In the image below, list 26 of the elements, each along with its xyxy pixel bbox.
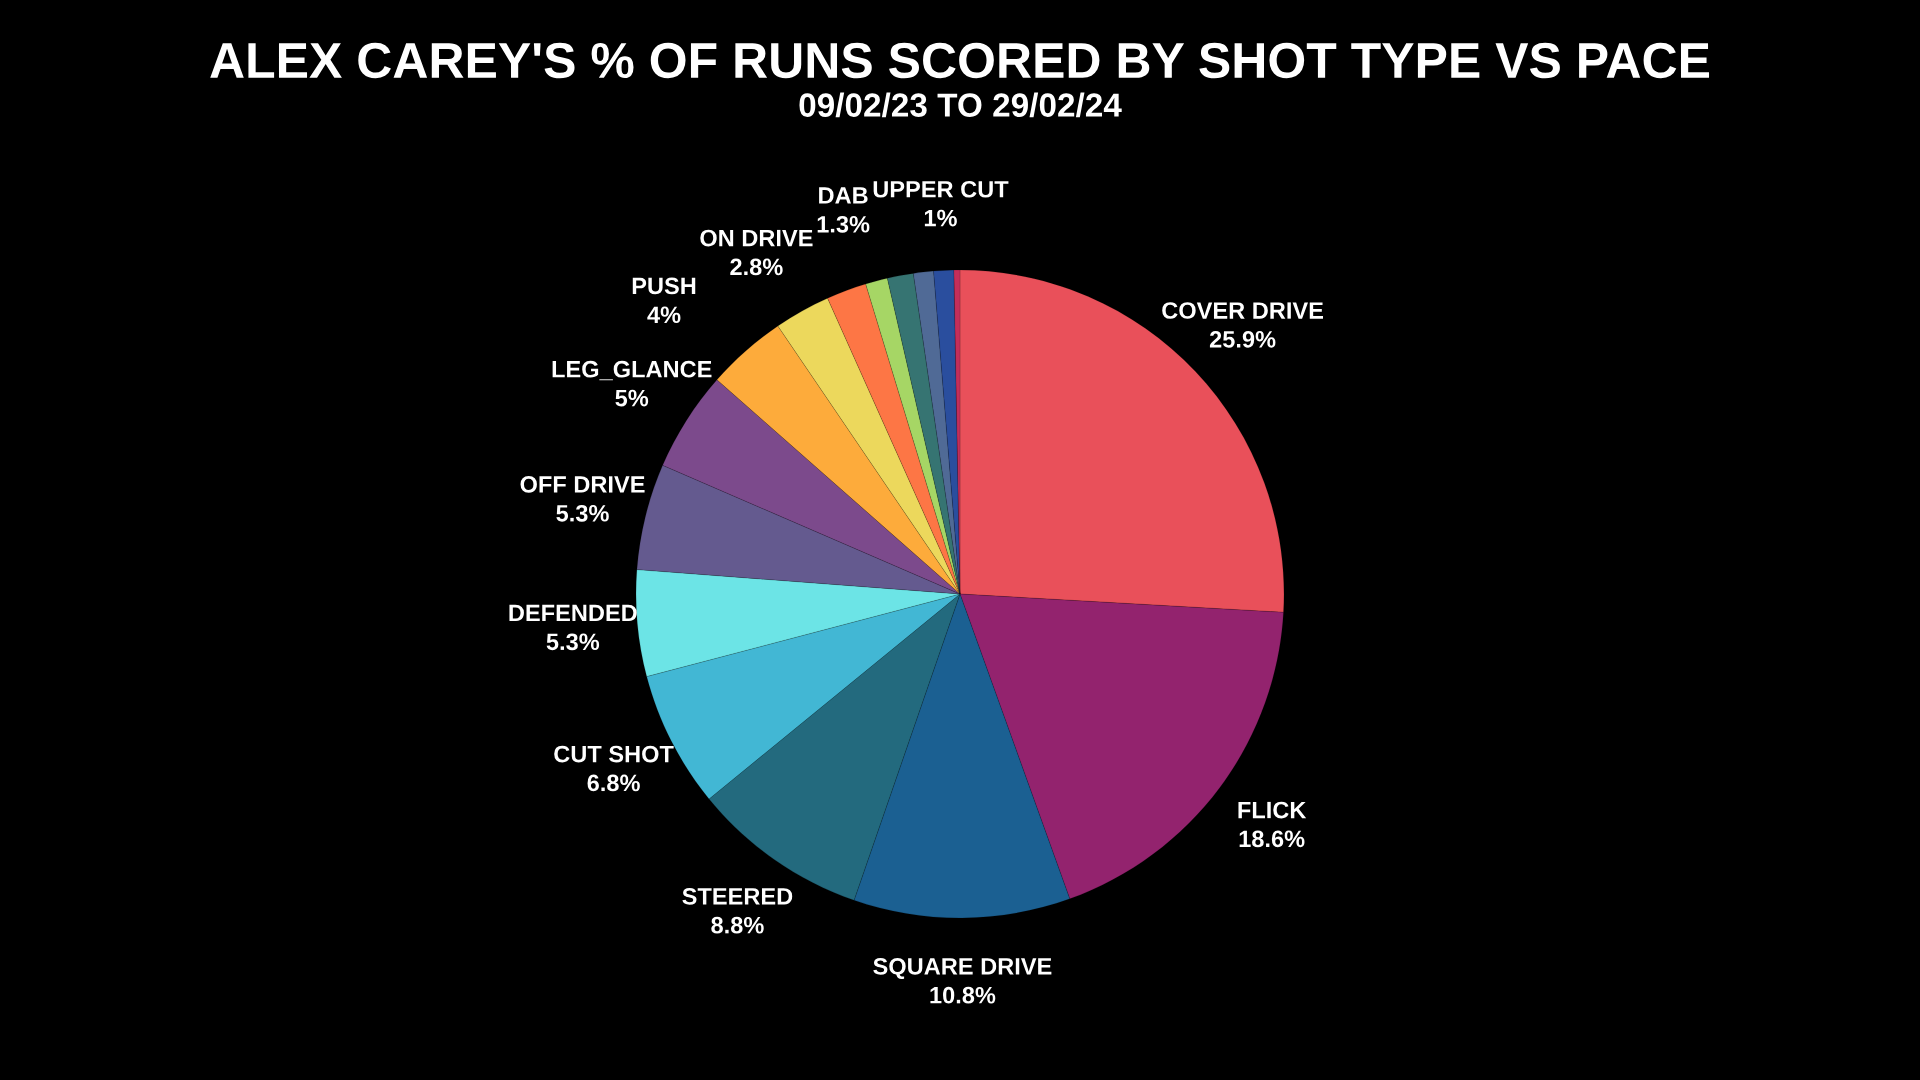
- slice-label: OFF DRIVE: [520, 476, 645, 493]
- data-label: 6.8%: [587, 774, 640, 792]
- data-label: 1.3%: [817, 215, 870, 233]
- data-label: 10.8%: [930, 986, 996, 1004]
- chart-subtitle: 09/02/23 TO 29/02/24: [799, 92, 1122, 118]
- data-label: 8.8%: [711, 916, 764, 934]
- slice-label: UPPER CUT: [873, 180, 1009, 198]
- slice-label: CUT SHOT: [554, 745, 674, 763]
- slice-label: DEFENDED: [509, 604, 637, 622]
- data-label: 2.8%: [730, 258, 783, 276]
- slice-label: SQUARE DRIVE: [873, 957, 1052, 980]
- chart-title: ALEX CAREY'S % OF RUNS SCORED BY SHOT TYPE VS PACE: [210, 42, 1710, 79]
- data-label: 5.3%: [556, 504, 609, 522]
- slice-label: COVER DRIVE: [1162, 302, 1323, 319]
- data-label: 1%: [924, 209, 957, 227]
- data-label: 25.9%: [1209, 331, 1276, 348]
- slice-label: STEERED: [682, 887, 793, 905]
- data-label: 5%: [615, 389, 649, 407]
- slice-label: PUSH: [632, 277, 696, 295]
- slice-label: ON DRIVE: [700, 229, 813, 247]
- slice-label: DAB: [819, 187, 868, 204]
- slice-label: LEG_GLANCE: [552, 360, 712, 381]
- data-label: 18.6%: [1239, 830, 1305, 848]
- data-label: 4%: [647, 306, 681, 324]
- slice-label: FLICK: [1238, 801, 1307, 819]
- data-label: 5.3%: [546, 633, 600, 651]
